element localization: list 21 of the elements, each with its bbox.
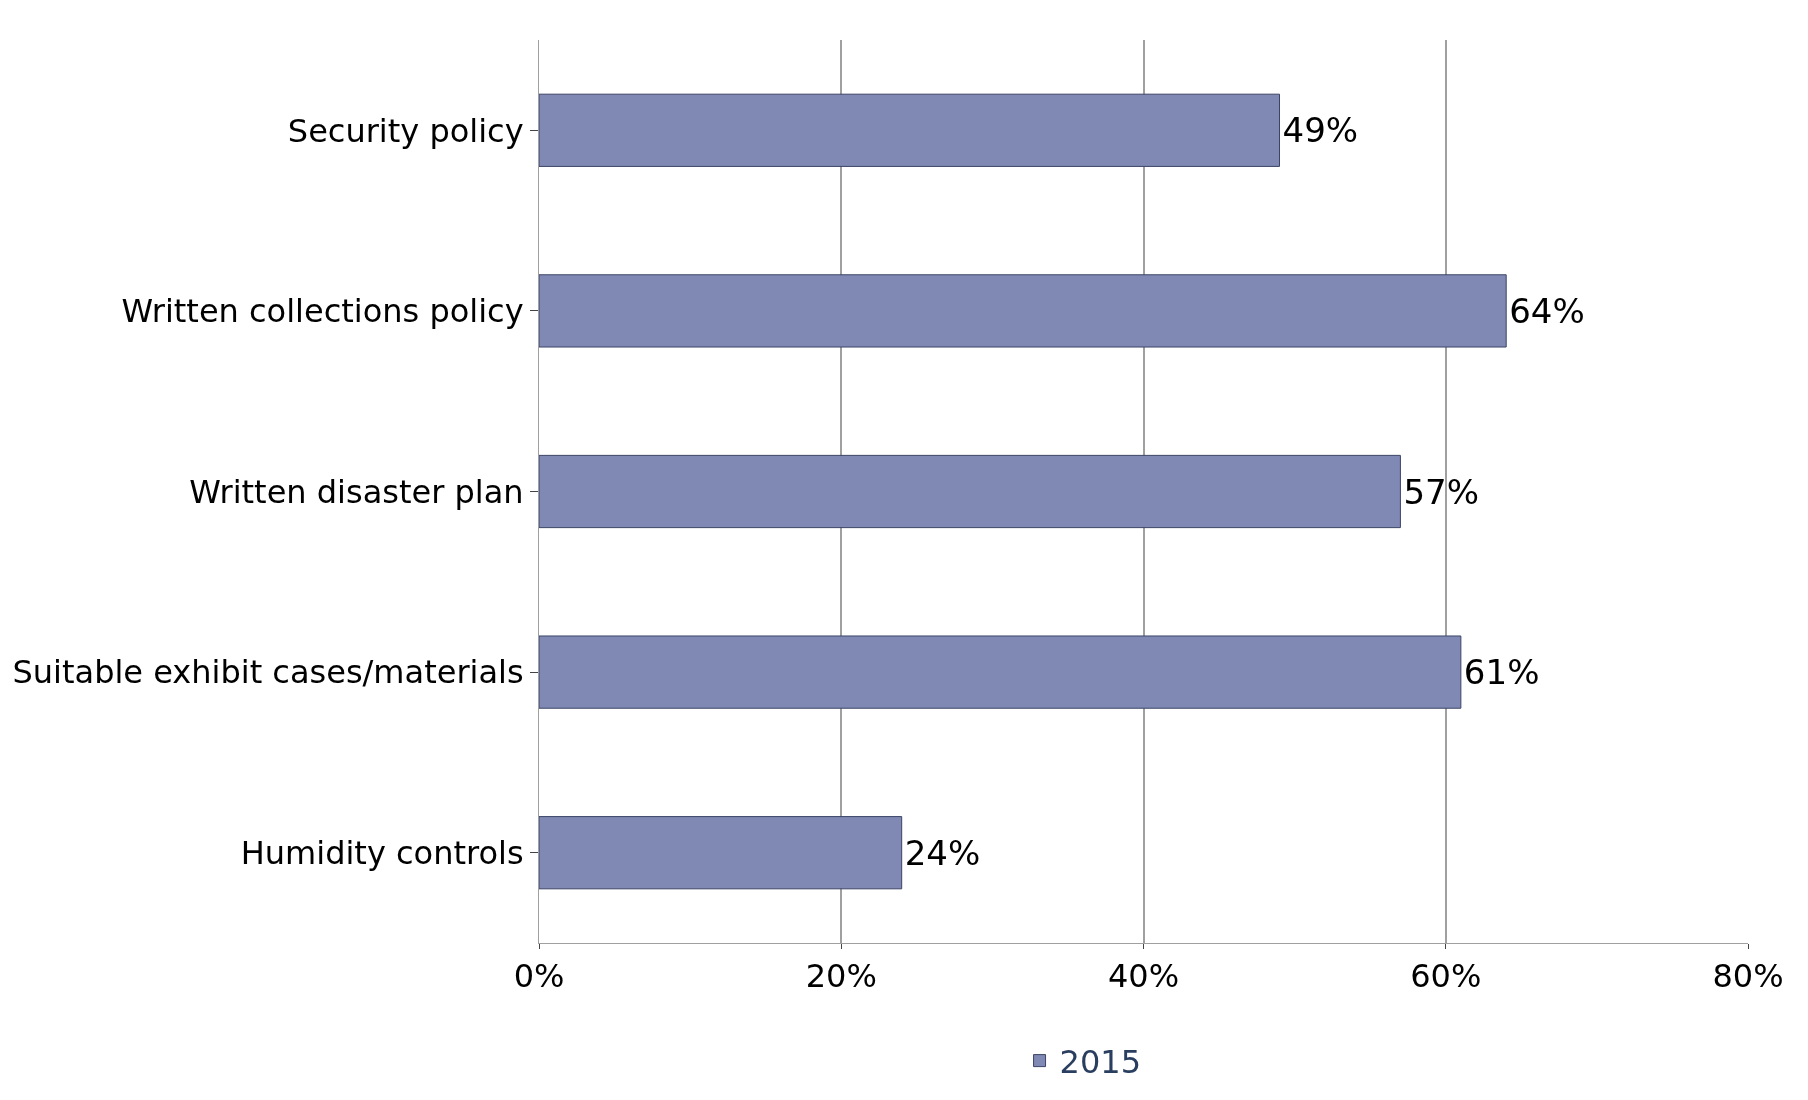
y-tick-label: Written disaster plan [189,472,524,511]
x-tick-label: 0% [513,957,565,996]
y-tick-label: Security policy [287,111,524,150]
x-tick-label: 80% [1712,957,1784,996]
bar [539,635,1462,709]
bar [539,816,903,890]
bar [539,274,1507,348]
bar [539,93,1281,167]
text: 49% [1282,110,1359,151]
y-tick-label: Humidity controls [240,833,524,872]
legend-label: 2015 [1059,1043,1141,1082]
text: 61% [1463,652,1540,693]
y-tick-label: Suitable exhibit cases/materials [12,653,524,692]
bar [539,454,1401,529]
text: 24% [904,832,981,873]
x-tick-label: 40% [1107,957,1180,996]
text: 64% [1509,290,1585,331]
text: 57% [1403,471,1479,512]
y-tick-label: Written collections policy [121,292,524,331]
x-tick-label: 60% [1410,957,1482,996]
x-tick-label: 20% [805,957,877,996]
